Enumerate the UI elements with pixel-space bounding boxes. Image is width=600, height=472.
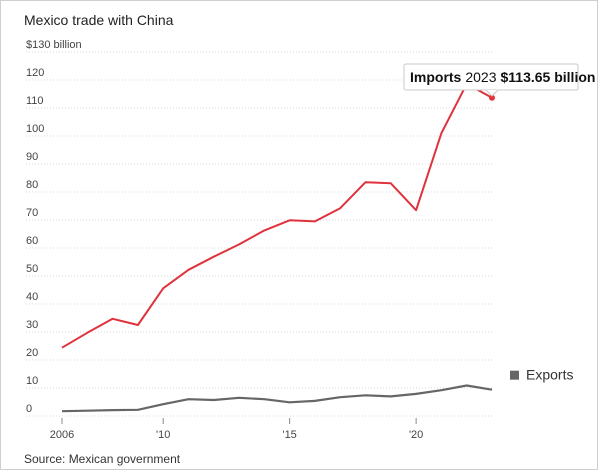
- y-tick-label: $130 billion: [26, 39, 82, 51]
- series-layer: [61, 82, 493, 413]
- series-line-imports[interactable]: [61, 82, 493, 349]
- y-tick-label: 100: [26, 123, 44, 135]
- y-tick-label: 80: [26, 179, 38, 191]
- y-tick-label: 10: [26, 375, 38, 387]
- y-tick-label: 70: [26, 207, 38, 219]
- axis-layer: $130 billion1201101009080706050403020100…: [26, 39, 423, 441]
- highlighted-point[interactable]: [489, 94, 495, 101]
- legend-layer: ImportsExports: [510, 71, 573, 383]
- y-tick-label: 110: [26, 95, 44, 107]
- y-tick-label: 90: [26, 151, 38, 163]
- tooltip-series: Imports: [410, 69, 462, 85]
- legend-label-exports: Exports: [526, 367, 573, 383]
- y-tick-label: 60: [26, 235, 38, 247]
- tooltip-text: Imports 2023 $113.65 billion: [410, 69, 595, 85]
- x-tick-label: '20: [409, 429, 423, 441]
- y-tick-label: 50: [26, 263, 38, 275]
- tooltip-pointer: [485, 89, 499, 97]
- y-tick-label: 30: [26, 319, 38, 331]
- legend-swatch-exports: [510, 370, 519, 380]
- tooltip-year: 2023: [465, 69, 496, 85]
- y-tick-label: 20: [26, 347, 38, 359]
- y-tick-label: 120: [26, 67, 44, 79]
- series-line-exports[interactable]: [61, 384, 493, 413]
- annotation-layer: Imports 2023 $113.65 billion: [403, 63, 595, 101]
- tooltip-value: $113.65 billion: [501, 69, 596, 85]
- source-note: Source: Mexican government: [24, 452, 181, 466]
- chart-title: Mexico trade with China: [24, 12, 174, 28]
- x-tick-label: '10: [156, 429, 170, 441]
- y-tick-label: 40: [26, 291, 38, 303]
- x-tick-label: 2006: [50, 429, 74, 441]
- y-tick-label: 0: [26, 403, 32, 415]
- x-tick-label: '15: [282, 429, 296, 441]
